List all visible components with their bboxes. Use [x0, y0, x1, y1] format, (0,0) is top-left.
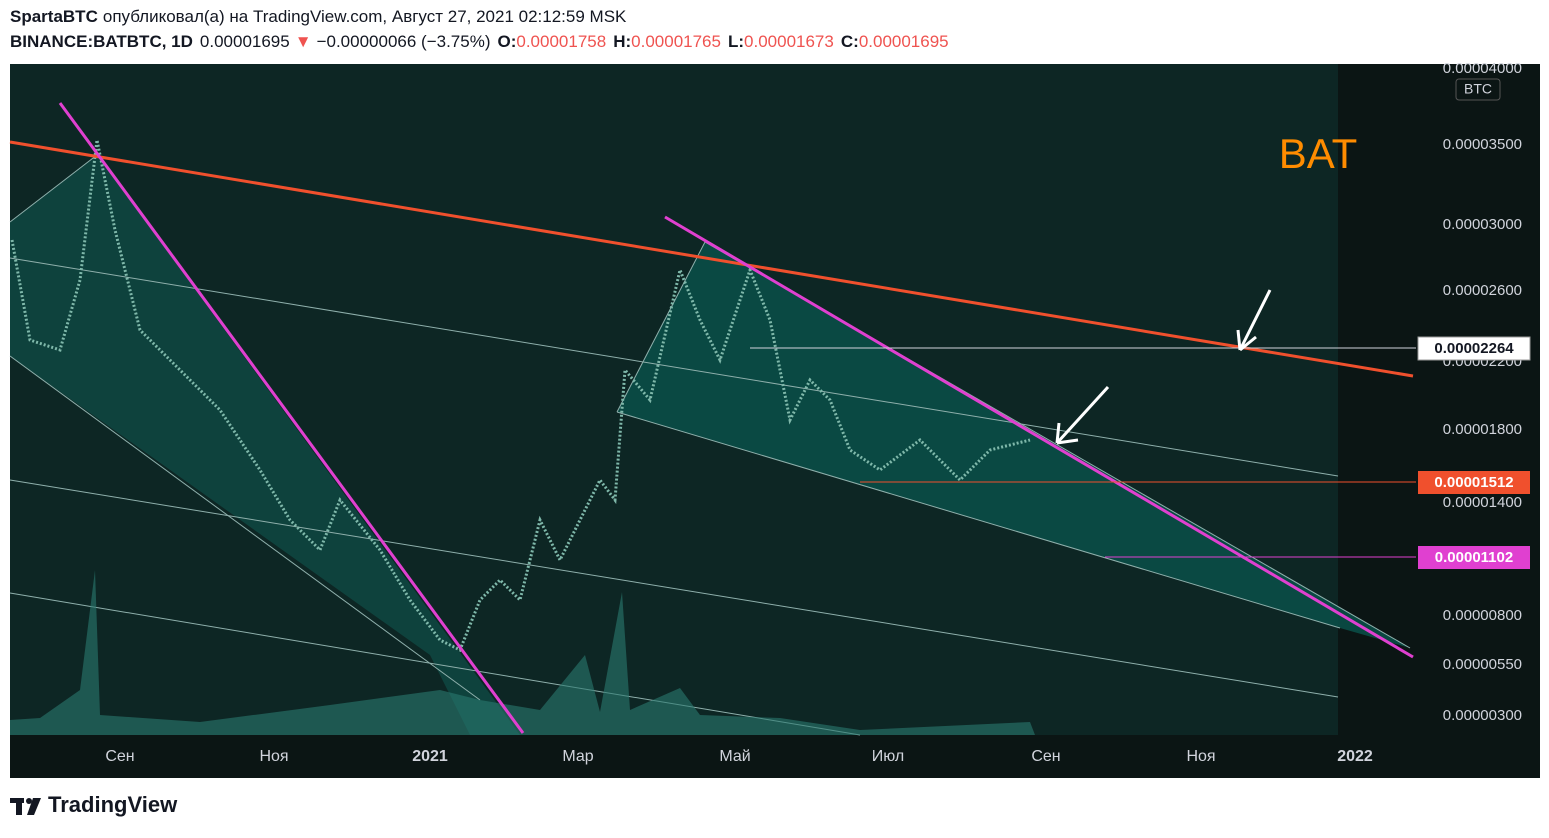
arrows [1055, 289, 1272, 445]
ohlc-label: C: [841, 32, 859, 51]
channel-line [9, 154, 98, 223]
price-silhouette [10, 139, 1031, 653]
ohlc-label: O: [497, 32, 516, 51]
time-label: Ноя [259, 748, 288, 765]
channel-fill [10, 155, 520, 735]
trend-line [58, 102, 525, 734]
time-label: 2021 [412, 748, 448, 765]
header-line-1: SpartaBTC опубликовал(а) на TradingView.c… [10, 7, 627, 26]
ohlc-value: 0.00001695 [859, 32, 949, 51]
price-tag [1417, 336, 1531, 361]
channel-line [616, 411, 1341, 629]
time-label: Июл [872, 748, 904, 765]
time-label: Сен [105, 748, 134, 765]
currency: BTC [1464, 81, 1492, 97]
trend-line [664, 215, 1414, 659]
channel-line [9, 257, 1339, 477]
price-tag-label: 0.00002264 [1434, 340, 1514, 357]
symbol: BINANCE:BATBTC, 1D [10, 32, 193, 51]
time-label: Сен [1031, 748, 1060, 765]
price-label: 0.00003500 [1443, 136, 1522, 153]
ohlc-label: L: [728, 32, 744, 51]
annotation: BAT [1279, 130, 1358, 177]
channel-line [9, 479, 1339, 698]
price-tag [1418, 546, 1530, 569]
price-label: 0.00000300 [1443, 707, 1522, 724]
publisher: SpartaBTC [10, 7, 98, 26]
price-tag [1418, 471, 1530, 494]
ohlc-label: H: [613, 32, 631, 51]
ohlc-value: 0.00001758 [516, 32, 606, 51]
brand: TradingView [48, 792, 178, 817]
price-label: 0.00000550 [1443, 656, 1522, 673]
price-tag-label: 0.00001102 [1435, 549, 1513, 566]
published-text: опубликовал(а) на TradingView.com, Авгус… [103, 7, 627, 26]
price-label: 0.00001800 [1443, 421, 1522, 438]
price-tag-label: 0.00001512 [1434, 474, 1513, 491]
channel-line [9, 592, 861, 736]
time-label: Май [719, 748, 750, 765]
header-line-2: BINANCE:BATBTC, 1D 0.00001695 ▼ −0.00000066… [10, 32, 949, 51]
last-price: 0.00001695 [200, 32, 290, 51]
change-arrow: ▼ [295, 32, 312, 51]
time-label: 2022 [1337, 748, 1373, 765]
time-label: Ноя [1186, 748, 1215, 765]
volume-silhouette [10, 570, 1035, 735]
resistance-line [9, 140, 1414, 378]
ohlc-value: 0.00001765 [631, 32, 721, 51]
time-label: Мар [562, 748, 593, 765]
channel-line [616, 241, 706, 413]
ohlc-value: 0.00001673 [744, 32, 834, 51]
price-label: 0.00001400 [1443, 494, 1522, 511]
brand-logo [10, 798, 41, 815]
price-label: 0.00000800 [1443, 607, 1522, 624]
change: −0.00000066 (−3.75%) [317, 32, 491, 51]
channel-line [9, 355, 481, 701]
currency-box [1455, 78, 1501, 101]
price-label: 0.00003000 [1443, 216, 1522, 233]
price-label: 0.00002600 [1443, 282, 1522, 299]
price-label: 0.00004000 [1443, 60, 1522, 77]
